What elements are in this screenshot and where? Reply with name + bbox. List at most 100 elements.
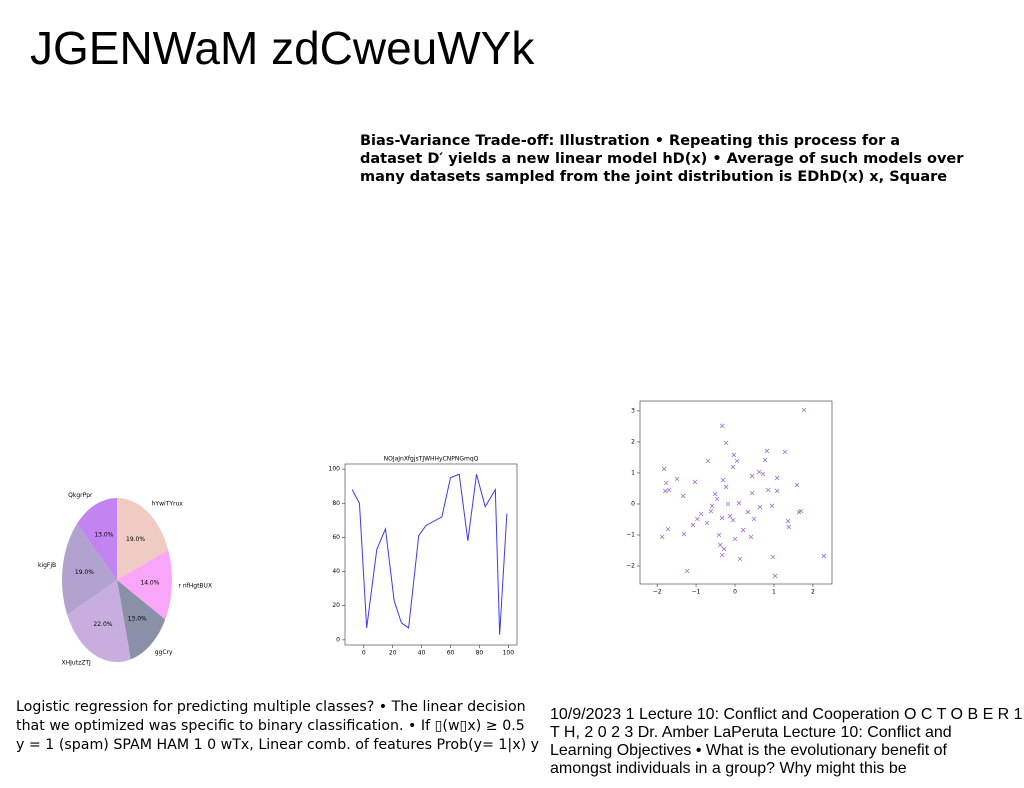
scatter-point [732,536,738,542]
scatter-point [723,484,729,490]
scatter-point [659,534,665,540]
scatter-point [751,516,757,522]
scatter-point [681,531,687,537]
scatter-point [734,458,740,464]
y-tick-label: 0 [336,636,340,643]
scatter-point [704,520,710,526]
scatter-point [719,552,725,558]
data-line [351,473,508,635]
slice-value-label: 19.0% [126,536,145,543]
text-line: Logistic regression for predicting multi… [16,699,526,715]
text-line: T H, 2 0 2 3 Dr. Amber LaPeruta Lecture … [550,724,952,741]
scatter-point [749,490,755,496]
x-tick-label: 0 [362,650,366,657]
slice-label: kigFjB [38,562,56,569]
y-tick-label: 2 [631,438,635,445]
pie-slice [117,580,166,660]
scatter-point [692,479,698,485]
slice-value-label: 13.0% [94,531,113,538]
x-tick-label: 2 [811,589,815,596]
slice-label: r nfHgtBUX [178,582,212,589]
scatter-point [666,487,672,493]
y-tick-label: 60 [332,534,340,541]
text-line: many datasets sampled from the joint dis… [360,169,947,185]
scatter-point [712,491,718,497]
scatter-point [785,518,791,524]
scatter-point [748,534,754,540]
scatter-point [705,458,711,464]
scatter-point [821,553,827,559]
y-tick-label: −2 [626,563,635,570]
y-tick-label: 20 [332,602,340,609]
x-tick-label: 40 [418,650,426,657]
plot-frame [344,463,518,646]
scatter-point [717,542,723,548]
slice-value-label: 14.0% [140,580,159,587]
scatter-point [794,482,800,488]
y-tick-label: 1 [631,469,635,476]
x-tick-label: −1 [692,589,701,596]
scatter-point [782,449,788,455]
x-tick-label: 60 [447,650,455,657]
scatter-point [719,515,725,521]
pie-slice [76,498,117,580]
scatter-point [719,423,725,429]
scatter-point [749,473,755,479]
scatter-point [714,496,720,502]
text-line: dataset D′ yields a new linear model hD(… [360,151,964,167]
text-line: y = 1 (spam) SPAM HAM 1 0 wTx, Linear co… [16,737,539,753]
scatter-point [725,501,731,507]
scatter-point [737,556,743,562]
scatter-point [663,488,668,494]
scatter-point [770,554,776,560]
scatter-point [720,477,726,483]
scatter-point [769,503,775,509]
scatter-point [690,522,696,528]
scatter-point [798,508,804,514]
scatter-point [698,511,704,517]
y-tick-label: 3 [631,407,635,414]
scatter-point [774,488,780,494]
scatter-point [757,504,763,510]
scatter-point [730,517,736,523]
x-tick-label: 100 [503,650,515,657]
scatter-point [801,407,807,413]
scatter-point [723,440,729,446]
scatter-point [727,513,733,519]
chart-title: NOJaJnXfgjsTJWHHyCNPNGmqQ [384,456,479,463]
slice-value-label: 19.0% [75,569,94,576]
text-line: amongst individuals in a group? Why migh… [550,760,907,777]
scatter-point [665,526,671,532]
y-tick-label: 40 [332,568,340,575]
pie-slice [117,498,169,580]
scatter-point [721,546,727,552]
scatter-point [762,457,768,463]
x-tick-label: 20 [389,650,397,657]
text-line: that we optimized was specific to binary… [16,718,525,734]
scatter-point [786,524,792,530]
scatter-point [731,452,737,458]
scatter-point [740,527,746,533]
pie-slice [117,549,172,620]
slice-value-label: 22.0% [93,621,112,628]
y-tick-label: 100 [329,466,341,473]
scatter-point [730,464,736,470]
pie-slice [62,523,117,615]
page-title: JGENWaM zdCweuWYk [30,22,535,74]
scatter-point [745,509,751,515]
y-tick-label: −1 [626,531,635,538]
scatter-point [709,503,715,509]
scatter-point [756,469,762,475]
slice-label: XHJutzZTJ [62,660,91,667]
text-line: Learning Objectives • What is the evolut… [550,742,947,759]
scatter-point [772,573,778,579]
scatter-point [661,466,667,472]
slice-label: hYwiTYrux [152,501,184,508]
scatter-point [774,475,780,481]
scatter-point [760,471,766,477]
scatter-point [765,487,771,493]
scatter-point [680,493,686,499]
slice-label: QkgrPpr [68,492,93,499]
scatter-point [764,448,770,454]
